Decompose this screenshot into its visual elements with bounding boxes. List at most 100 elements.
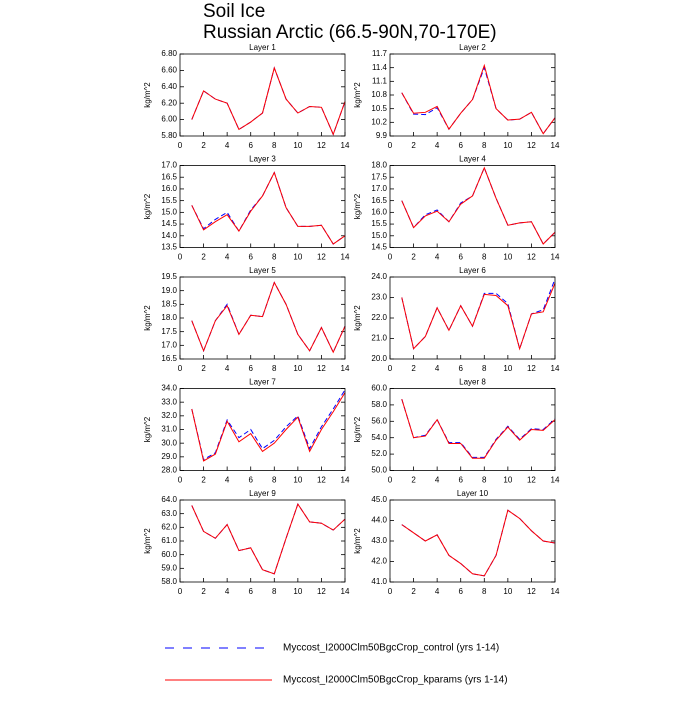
y-tick-label: 10.5 <box>371 104 387 113</box>
y-tick-label: 6.60 <box>161 66 177 75</box>
y-tick-label: 34.0 <box>161 384 177 393</box>
y-tick-label: 10.8 <box>371 90 387 99</box>
y-axis-label: kg/m^2 <box>143 528 152 554</box>
x-tick-label: 4 <box>435 141 440 150</box>
x-tick-label: 2 <box>411 364 416 373</box>
x-tick-label: 12 <box>527 476 536 485</box>
y-tick-label: 23.0 <box>371 293 387 302</box>
plot-frame <box>389 499 556 583</box>
x-tick-label: 8 <box>272 364 277 373</box>
y-tick-label: 45.0 <box>371 495 387 504</box>
y-tick-label: 17.0 <box>161 340 177 349</box>
x-tick-label: 2 <box>411 476 416 485</box>
x-tick-label: 4 <box>225 364 230 373</box>
x-tick-label: 8 <box>482 364 487 373</box>
y-tick-label: 28.0 <box>161 466 177 475</box>
y-tick-label: 60.0 <box>371 384 387 393</box>
x-tick-label: 2 <box>411 587 416 596</box>
x-tick-label: 6 <box>458 253 463 262</box>
x-tick-label: 14 <box>341 587 350 596</box>
x-tick-label: 0 <box>388 364 393 373</box>
x-tick-label: 10 <box>503 141 512 150</box>
y-tick-label: 15.5 <box>371 219 387 228</box>
x-tick-label: 8 <box>482 476 487 485</box>
y-tick-label: 62.0 <box>161 522 177 531</box>
y-tick-label: 9.9 <box>376 131 388 140</box>
x-tick-label: 12 <box>527 364 536 373</box>
x-tick-label: 0 <box>178 476 183 485</box>
x-tick-label: 2 <box>201 587 206 596</box>
y-tick-label: 24.0 <box>371 272 387 281</box>
x-tick-label: 0 <box>178 587 183 596</box>
plot-frame <box>179 276 346 360</box>
legend-label: Myccost_I2000Clm50BgcCrop_kparams (yrs 1… <box>283 675 508 686</box>
y-tick-label: 14.5 <box>371 243 387 252</box>
x-tick-label: 4 <box>435 476 440 485</box>
series-line <box>191 171 346 245</box>
y-tick-label: 42.0 <box>371 557 387 566</box>
y-tick-label: 19.0 <box>161 286 177 295</box>
y-axis-label: kg/m^2 <box>143 305 152 331</box>
y-tick-label: 18.5 <box>161 299 177 308</box>
x-tick-label: 8 <box>272 141 277 150</box>
x-tick-label: 0 <box>178 253 183 262</box>
x-tick-label: 8 <box>272 253 277 262</box>
y-axis-label: kg/m^2 <box>353 416 362 442</box>
x-tick-label: 0 <box>388 587 393 596</box>
x-tick-label: 4 <box>225 141 230 150</box>
x-tick-label: 12 <box>317 476 326 485</box>
x-tick-label: 12 <box>317 364 326 373</box>
x-tick-label: 4 <box>225 476 230 485</box>
series-line <box>401 509 556 577</box>
y-tick-label: 6.20 <box>161 98 177 107</box>
y-tick-label: 41.0 <box>371 577 387 586</box>
x-tick-label: 10 <box>293 253 302 262</box>
y-axis-label: kg/m^2 <box>353 193 362 219</box>
y-tick-label: 16.5 <box>161 172 177 181</box>
x-tick-label: 14 <box>551 476 560 485</box>
y-tick-label: 6.80 <box>161 49 177 58</box>
y-tick-label: 18.0 <box>161 313 177 322</box>
series-line <box>191 502 346 575</box>
x-tick-label: 14 <box>551 364 560 373</box>
x-tick-label: 2 <box>201 364 206 373</box>
x-tick-label: 6 <box>248 253 253 262</box>
x-tick-label: 6 <box>248 364 253 373</box>
x-tick-label: 2 <box>411 253 416 262</box>
x-tick-label: 8 <box>272 587 277 596</box>
series-line <box>191 281 346 354</box>
y-tick-label: 19.5 <box>161 272 177 281</box>
chart-title: Soil Ice <box>203 1 265 22</box>
x-tick-label: 12 <box>527 587 536 596</box>
y-axis-label: kg/m^2 <box>353 528 362 554</box>
x-tick-label: 8 <box>482 253 487 262</box>
legend-label: Myccost_I2000Clm50BgcCrop_control (yrs 1… <box>283 643 499 654</box>
y-tick-label: 33.0 <box>161 397 177 406</box>
x-tick-label: 4 <box>435 364 440 373</box>
x-tick-label: 14 <box>551 253 560 262</box>
x-tick-label: 8 <box>272 476 277 485</box>
x-tick-label: 14 <box>341 364 350 373</box>
y-tick-label: 32.0 <box>161 411 177 420</box>
x-tick-label: 10 <box>503 364 512 373</box>
y-tick-label: 15.0 <box>161 207 177 216</box>
x-tick-label: 8 <box>482 141 487 150</box>
x-tick-label: 12 <box>527 141 536 150</box>
x-tick-label: 10 <box>293 587 302 596</box>
x-tick-label: 8 <box>482 587 487 596</box>
y-tick-label: 10.2 <box>371 117 387 126</box>
plot-frame <box>389 53 556 137</box>
x-tick-label: 10 <box>503 253 512 262</box>
x-tick-label: 10 <box>293 476 302 485</box>
y-tick-label: 17.0 <box>371 184 387 193</box>
panel-title: Layer 2 <box>459 43 486 52</box>
y-tick-label: 6.40 <box>161 82 177 91</box>
x-tick-label: 2 <box>201 476 206 485</box>
y-tick-label: 31.0 <box>161 425 177 434</box>
plot-frame <box>389 276 556 360</box>
x-tick-label: 0 <box>388 476 393 485</box>
panel-title: Layer 9 <box>249 489 276 498</box>
panel-title: Layer 6 <box>459 266 486 275</box>
x-tick-label: 14 <box>341 476 350 485</box>
series-line <box>191 389 346 461</box>
